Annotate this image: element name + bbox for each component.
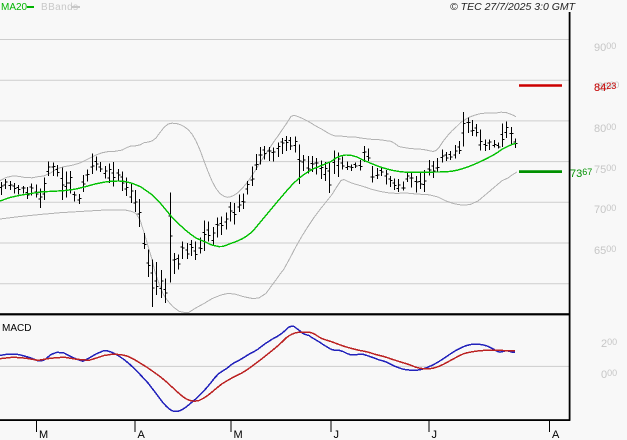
- svg-text:M: M: [39, 429, 48, 440]
- svg-text:J: J: [334, 429, 340, 440]
- svg-text:A: A: [138, 429, 146, 440]
- svg-text:A: A: [552, 429, 560, 440]
- svg-text:J: J: [432, 429, 438, 440]
- svg-text:M: M: [234, 429, 243, 440]
